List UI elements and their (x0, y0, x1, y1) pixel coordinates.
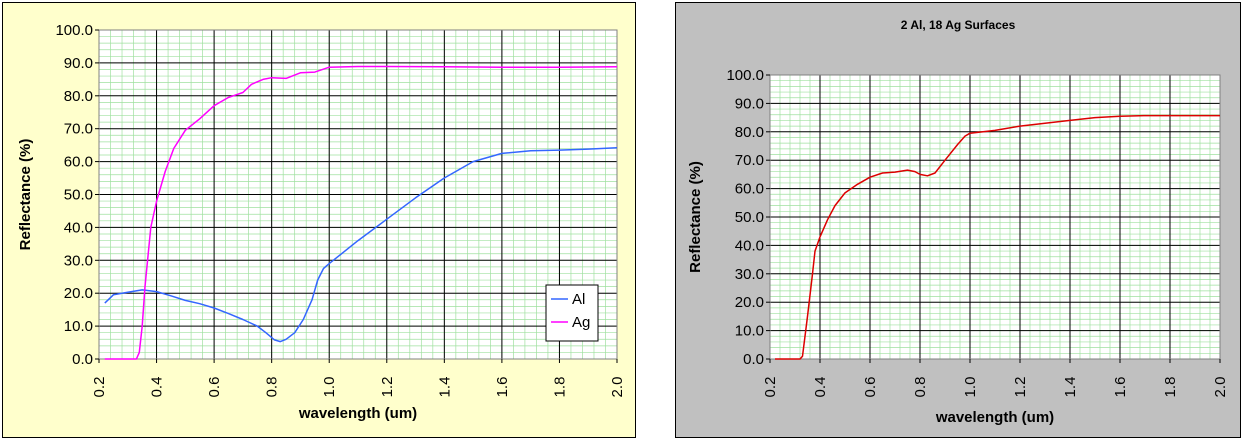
chart-title: 2 Al, 18 Ag Surfaces (901, 18, 1016, 32)
x-axis-label: wavelength (um) (298, 405, 417, 422)
y-tick-label: 80.0 (64, 88, 93, 105)
x-tick-label: 1.8 (1162, 377, 1179, 398)
x-tick-label: 1.0 (962, 377, 979, 398)
legend-entry: Al (572, 291, 585, 308)
y-tick-label: 20.0 (64, 285, 93, 302)
x-tick-label: 0.8 (912, 377, 929, 398)
legend-box (545, 284, 599, 342)
y-tick-label: 100.0 (55, 22, 93, 39)
x-tick-label: 2.0 (609, 377, 626, 398)
x-tick-label: 0.6 (862, 377, 879, 398)
x-tick-label: 2.0 (1212, 377, 1229, 398)
legend-entry: Ag (572, 314, 590, 331)
x-tick-label: 0.4 (812, 377, 829, 398)
x-axis-label: wavelength (um) (935, 409, 1054, 426)
x-tick-label: 0.2 (91, 377, 108, 398)
y-tick-label: 90.0 (64, 55, 93, 72)
y-tick-label: 30.0 (64, 252, 93, 269)
x-tick-label: 1.2 (379, 377, 396, 398)
y-tick-label: 40.0 (64, 219, 93, 236)
series-line-Al (104, 147, 618, 343)
y-axis-label: Reflectance (%) (687, 161, 704, 273)
y-tick-label: 60.0 (735, 181, 764, 198)
y-tick-label: 10.0 (735, 323, 764, 340)
x-tick-label: 0.8 (264, 377, 281, 398)
chart-2: 0.0 10.0 20.0 30.0 40.0 50.0 60.0 70.0 80.0 90.0 1… (675, 2, 1241, 438)
chart-1: 0.0 10.0 20.0 30.0 40.0 50.0 60.0 70.0 80.0 90.0 1… (2, 2, 636, 438)
x-tick-label: 1.0 (321, 377, 338, 398)
y-tick-label: 0.0 (743, 351, 764, 368)
series-line-1 (775, 114, 1220, 360)
y-tick-label: 90.0 (735, 95, 764, 112)
legend: Al Ag (545, 284, 599, 342)
y-tick-label: 80.0 (735, 124, 764, 141)
x-tick-label: 1.8 (551, 377, 568, 398)
x-tick-label: 1.2 (1012, 377, 1029, 398)
y-tick-label: 100.0 (726, 67, 764, 84)
y-axis-label: Reflectance (%) (17, 139, 34, 251)
y-tick-label: 50.0 (64, 187, 93, 204)
x-tick-label: 1.4 (1062, 377, 1079, 398)
y-tick-label: 0.0 (72, 351, 93, 368)
x-tick-label: 1.6 (1112, 377, 1129, 398)
x-tick-label: 1.6 (494, 377, 511, 398)
x-tick-label: 0.6 (206, 377, 223, 398)
x-tick-label: 1.4 (436, 377, 453, 398)
y-tick-label: 60.0 (64, 154, 93, 171)
y-tick-label: 50.0 (735, 209, 764, 226)
y-tick-label: 40.0 (735, 237, 764, 254)
y-tick-label: 70.0 (64, 121, 93, 138)
grid (98, 29, 618, 360)
y-tick-label: 30.0 (735, 266, 764, 283)
x-tick-label: 0.2 (762, 377, 779, 398)
x-tick-label: 0.4 (149, 377, 166, 398)
series-line-Ag (104, 65, 618, 360)
y-tick-label: 20.0 (735, 294, 764, 311)
y-tick-label: 70.0 (735, 152, 764, 169)
y-tick-label: 10.0 (64, 318, 93, 335)
